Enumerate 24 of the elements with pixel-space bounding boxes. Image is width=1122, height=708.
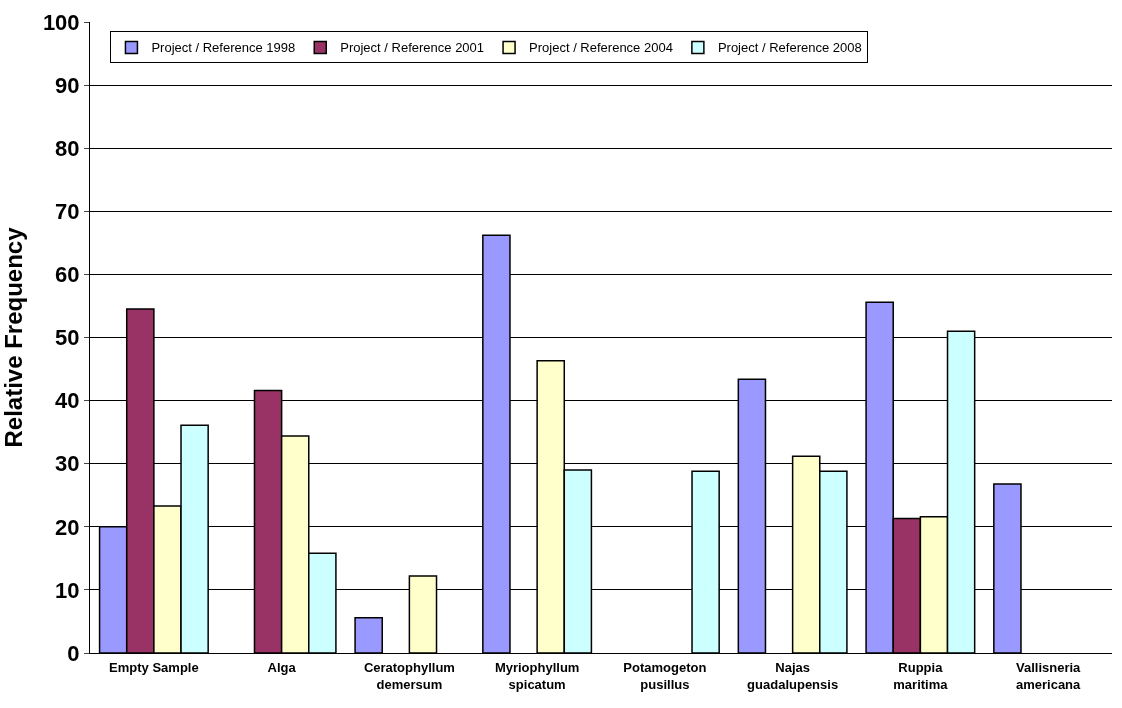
legend-label: Project / Reference 2004: [529, 40, 673, 56]
x-tick-label: Ruppia maritima: [893, 659, 949, 692]
x-tick-label: Najas guadalupensis: [747, 659, 839, 692]
y-tick-label: 40: [55, 388, 80, 414]
x-tick-label: Potamogeton pusillus: [623, 659, 707, 692]
y-tick-label: 30: [55, 451, 80, 477]
y-tick-label: 50: [55, 325, 80, 351]
y-tick-label: 10: [55, 577, 80, 603]
y-axis-title: Relative Frequency: [0, 226, 27, 448]
legend-label: Project / Reference 2001: [340, 40, 485, 56]
x-tick-label: Vallisneria americana: [1015, 659, 1082, 692]
y-tick-label: 0: [67, 640, 80, 666]
y-tick-label: 80: [55, 135, 80, 161]
y-tick-label: 90: [55, 72, 80, 98]
x-tick-label: Ceratophyllum demersum: [363, 659, 455, 692]
legend-label: Project / Reference 1998: [151, 40, 296, 56]
x-tick-label: Alga: [267, 659, 297, 675]
y-tick-label: 70: [55, 199, 80, 224]
y-tick-label: 60: [55, 262, 80, 288]
y-tick-label: 20: [55, 514, 80, 540]
x-tick-label: Myriophyllum spicatum: [494, 659, 580, 692]
y-tick-label: 100: [42, 9, 80, 35]
legend-label: Project / Reference 2008: [717, 40, 862, 56]
x-tick-label: Empty Sample: [109, 659, 199, 675]
